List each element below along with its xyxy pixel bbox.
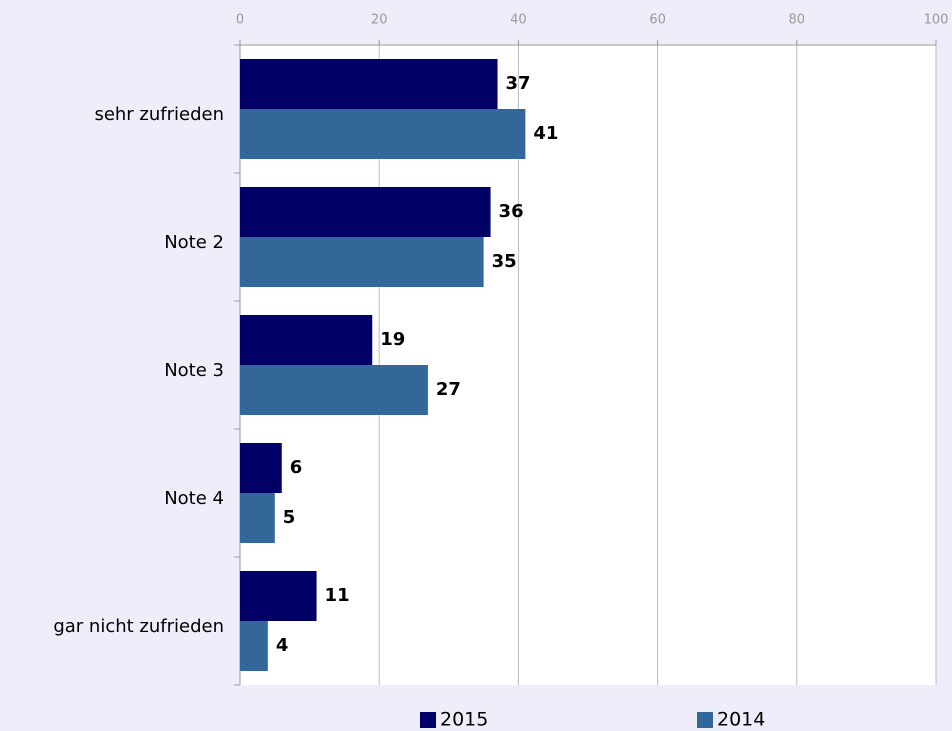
x-tick-label: 0 <box>236 13 244 28</box>
x-tick-label: 60 <box>649 13 666 28</box>
data-label: 37 <box>506 73 531 94</box>
bar <box>240 365 428 415</box>
legend-swatch <box>697 712 713 728</box>
bar <box>240 443 282 493</box>
bar <box>240 59 498 109</box>
y-tick-label: gar nicht zufrieden <box>53 616 224 637</box>
x-tick-label: 40 <box>510 13 527 28</box>
data-label: 5 <box>283 507 296 528</box>
data-label: 27 <box>436 379 461 400</box>
bar <box>240 109 526 159</box>
x-tick-label: 100 <box>924 13 949 28</box>
data-label: 11 <box>325 585 350 606</box>
x-tick-label: 80 <box>789 13 806 28</box>
y-tick-label: Note 3 <box>164 360 224 381</box>
bar <box>240 621 268 671</box>
data-label: 19 <box>380 329 405 350</box>
bar <box>240 237 484 287</box>
bar <box>240 315 373 365</box>
y-tick-label: Note 2 <box>164 232 224 253</box>
data-label: 35 <box>492 251 517 272</box>
legend-label: 2015 <box>440 709 488 731</box>
data-label: 41 <box>533 123 558 144</box>
legend-swatch <box>420 712 436 728</box>
y-tick-label: Note 4 <box>164 488 224 509</box>
bar <box>240 571 317 621</box>
data-label: 6 <box>290 457 303 478</box>
bar <box>240 187 491 237</box>
y-tick-label: sehr zufrieden <box>94 104 224 125</box>
legend-label: 2014 <box>717 709 765 731</box>
data-label: 36 <box>499 201 524 222</box>
bar <box>240 493 275 543</box>
x-tick-label: 20 <box>371 13 388 28</box>
data-label: 4 <box>276 635 289 656</box>
